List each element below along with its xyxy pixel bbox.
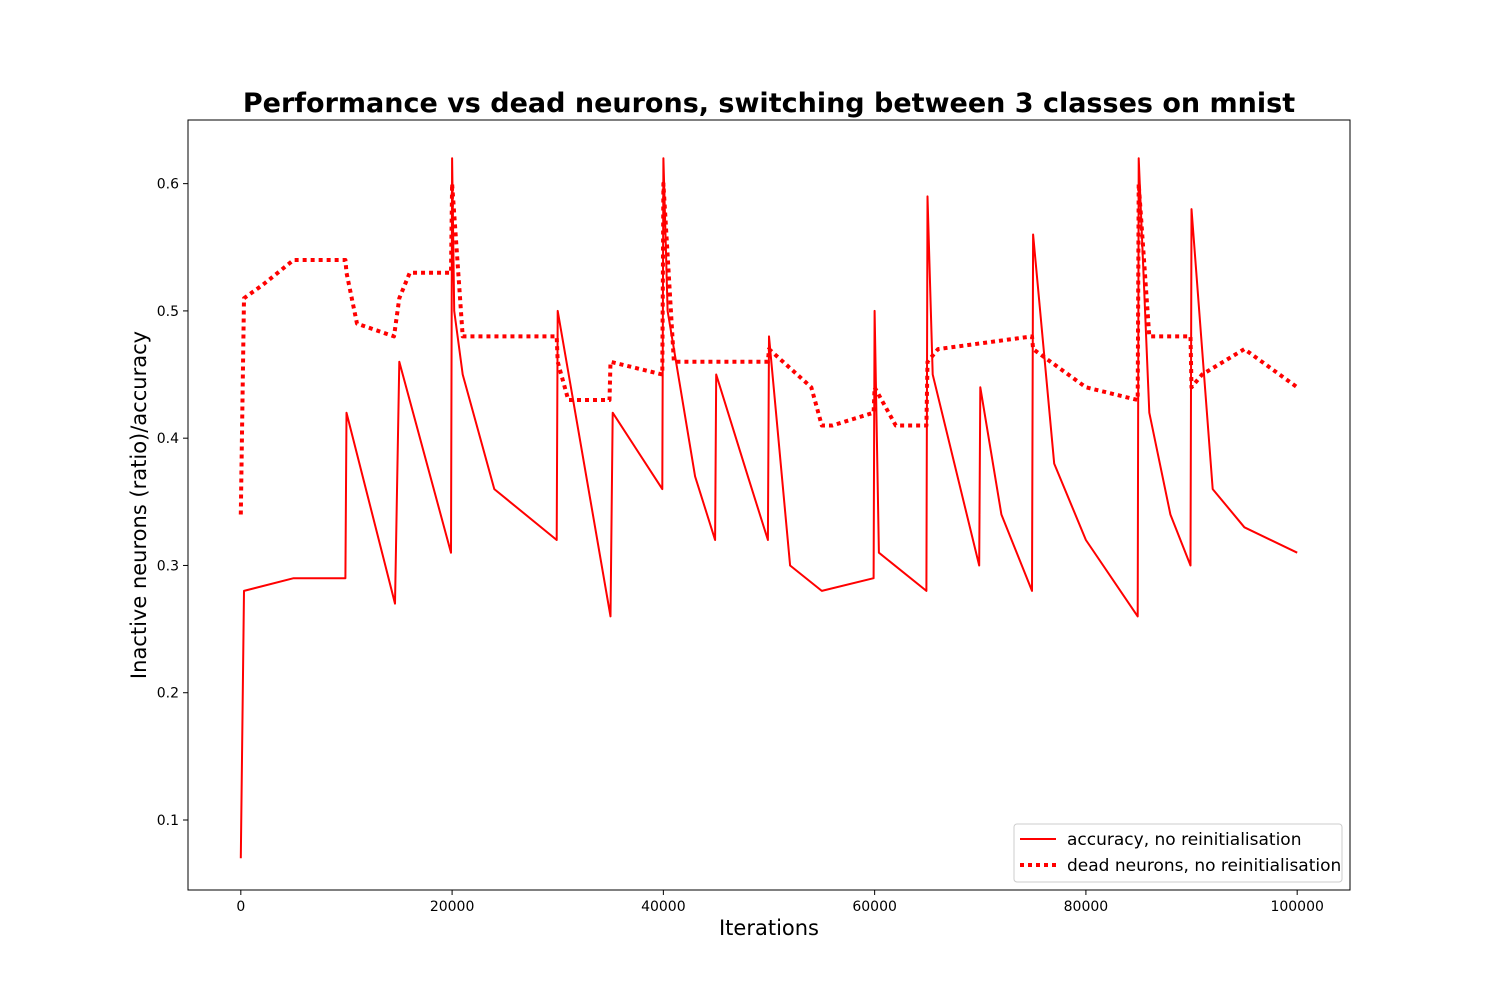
legend-label-dead-neurons: dead neurons, no reinitialisation (1067, 856, 1341, 876)
plot-area (187, 119, 1351, 891)
x-tick-label: 80000 (1064, 899, 1109, 915)
y-tick-label: 0.4 (157, 431, 179, 447)
x-tick-label: 60000 (852, 899, 897, 915)
y-tick-label: 0.6 (157, 177, 179, 193)
y-axis: 0.1 0.2 0.3 0.4 0.5 0.6 (157, 177, 188, 829)
x-axis: 0 20000 40000 60000 80000 100000 (236, 890, 1324, 915)
series-line-accuracy (239, 157, 1298, 859)
y-tick-label: 0.2 (157, 686, 179, 702)
y-tick-label: 0.1 (157, 813, 179, 829)
x-tick-label: 20000 (430, 899, 475, 915)
x-tick-label: 40000 (641, 899, 686, 915)
series-layer (238, 157, 1299, 859)
legend: accuracy, no reinitialisation dead neuro… (1013, 823, 1343, 883)
x-tick-label: 100000 (1270, 899, 1323, 915)
series-line-dead-neurons (238, 181, 1299, 515)
x-axis-label: Iterations (719, 916, 819, 940)
y-tick-label: 0.3 (157, 558, 179, 574)
legend-label-accuracy: accuracy, no reinitialisation (1067, 830, 1301, 850)
plot-frame (187, 119, 1351, 891)
legend-box (1013, 823, 1343, 883)
y-axis-label: Inactive neurons (ratio)/accuracy (127, 331, 151, 679)
y-tick-label: 0.5 (157, 304, 179, 320)
chart-title: Performance vs dead neurons, switching b… (243, 88, 1295, 119)
x-tick-label: 0 (236, 899, 245, 915)
